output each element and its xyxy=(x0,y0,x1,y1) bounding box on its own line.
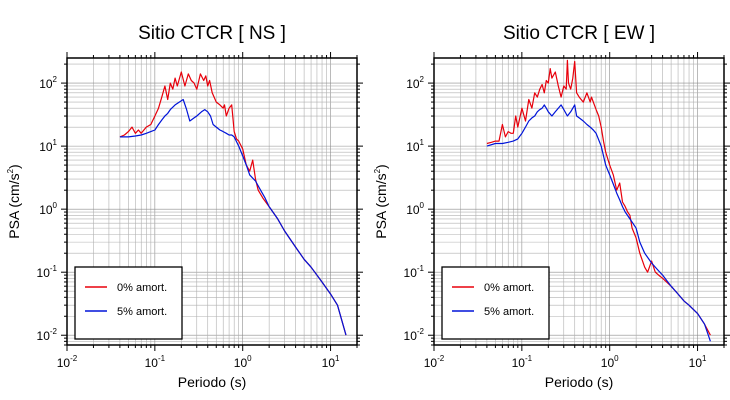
y-tick-label: 100 xyxy=(39,201,57,217)
series-line-0pct xyxy=(486,59,711,336)
x-tick-label: 100 xyxy=(234,354,252,370)
chart-panel-0: 10-2 10-1 100 101 10-2 10-1 100 101 102 Sitio CTC… xyxy=(6,23,363,390)
x-axis-label: Periodo (s) xyxy=(545,374,613,390)
x-tick-label: 10-2 xyxy=(57,354,78,370)
x-tick-label: 10-2 xyxy=(424,354,445,370)
tick-marks xyxy=(61,52,363,351)
series-line-5pct xyxy=(119,98,347,336)
y-tick-label: 10-1 xyxy=(37,264,58,280)
legend-label-0pct: 0% amort. xyxy=(117,282,167,294)
y-tick-label: 102 xyxy=(39,75,57,91)
x-tick-label: 100 xyxy=(601,354,619,370)
x-tick-label: 101 xyxy=(689,354,707,370)
legend-label-0pct: 0% amort. xyxy=(484,282,534,294)
x-axis-label: Periodo (s) xyxy=(178,374,246,390)
plot-frame xyxy=(433,57,725,346)
y-tick-label: 101 xyxy=(39,138,57,154)
y-tick-label: 101 xyxy=(406,138,424,154)
y-tick-label: 10-2 xyxy=(37,327,58,343)
y-tick-label: 10-2 xyxy=(404,327,425,343)
legend-box xyxy=(441,266,550,340)
chart-title: Sitio CTCR [ EW ] xyxy=(503,23,655,44)
x-tick-label: 10-1 xyxy=(145,354,166,370)
plot-frame xyxy=(66,57,358,346)
legend-box xyxy=(74,266,183,340)
legend: 0% amort. 5% amort. xyxy=(441,266,550,340)
series-line-0pct xyxy=(119,71,347,336)
y-tick-label: 102 xyxy=(406,75,424,91)
legend-label-5pct: 5% amort. xyxy=(484,306,534,318)
y-axis-label: PSA (cm/s2) xyxy=(6,164,22,238)
legend-label-5pct: 5% amort. xyxy=(117,306,167,318)
y-tick-label: 10-1 xyxy=(404,264,425,280)
chart-title: Sitio CTCR [ NS ] xyxy=(138,23,286,44)
legend: 0% amort. 5% amort. xyxy=(74,266,183,340)
series-line-5pct xyxy=(486,104,711,342)
x-tick-label: 10-1 xyxy=(512,354,533,370)
y-tick-label: 100 xyxy=(406,201,424,217)
y-axis-label: PSA (cm/s2) xyxy=(373,164,389,238)
x-tick-label: 101 xyxy=(322,354,340,370)
chart-panel-1: 10-2 10-1 100 101 10-2 10-1 100 101 102 Sitio CTC… xyxy=(373,23,730,390)
